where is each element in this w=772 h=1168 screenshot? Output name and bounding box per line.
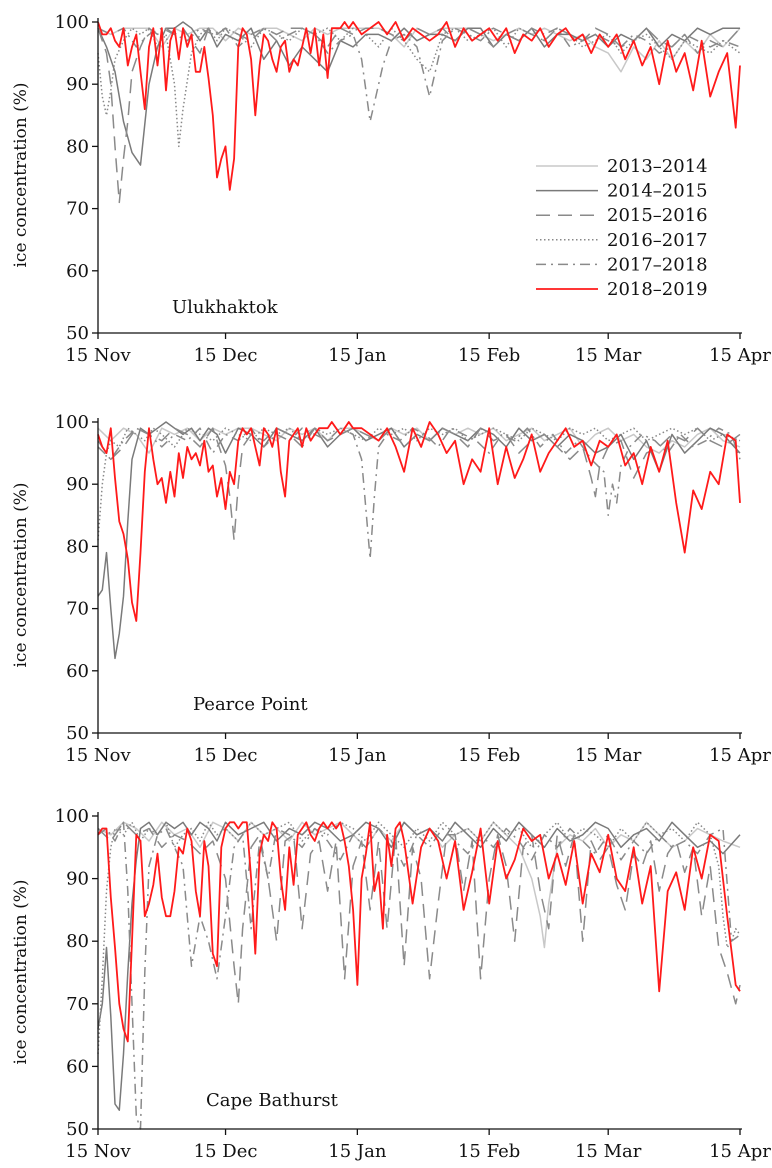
y-tick-label: 60 [66, 661, 89, 682]
series-line-2018-2019 [97, 821, 741, 1043]
y-axis-label: ice concentration (%) [11, 482, 31, 667]
axes: 50 60 70 80 90 100 15 Nov 15 Dec 15 Jan 15 Feb 15 … [55, 806, 772, 1162]
panel-label: Cape Bathurst [206, 1090, 339, 1111]
legend-label-2013-2014: 2013–2014 [607, 156, 708, 177]
y-tick-label: 60 [66, 261, 89, 282]
series-line-2015-2016 [97, 821, 741, 1005]
series-line-2017-2018 [97, 427, 741, 560]
y-tick-label: 80 [66, 931, 89, 952]
panel-label: Ulukhaktok [172, 297, 279, 318]
x-tick-label: 15 Mar [575, 345, 642, 366]
x-tick-label: 15 Feb [458, 1141, 520, 1162]
y-tick-label: 50 [66, 1119, 89, 1140]
legend-label-2017-2018: 2017–2018 [607, 254, 708, 275]
series-layer [97, 421, 741, 660]
x-tick-label: 15 Apr [709, 1141, 771, 1162]
x-tick-label: 15 Apr [709, 345, 771, 366]
x-tick-label: 15 Feb [458, 745, 520, 766]
y-tick-label: 70 [66, 199, 89, 220]
series-line-2016-2017 [97, 27, 741, 148]
y-tick-label: 80 [66, 536, 89, 557]
series-line-2013-2014 [97, 821, 741, 949]
series-line-2017-2018 [97, 27, 741, 123]
legend-label-2015-2016: 2015–2016 [607, 205, 708, 226]
y-tick-label: 60 [66, 1056, 89, 1077]
series-line-2013-2014 [97, 27, 741, 73]
panel-pearce-point: 50 60 70 80 90 100 15 Nov 15 Dec 15 Jan 15 Feb 15 … [11, 412, 771, 766]
x-tick-label: 15 Apr [709, 745, 771, 766]
x-tick-label: 15 Feb [458, 345, 520, 366]
y-tick-label: 80 [66, 136, 89, 157]
x-tick-label: 15 Dec [194, 1141, 258, 1162]
legend: 2013–2014 2014–2015 2015–2016 2016–2017 2017… [536, 156, 708, 300]
axes: 50 60 70 80 90 100 15 Nov 15 Dec 15 Jan 15 Feb 15 … [55, 12, 772, 366]
panel-ulukhaktok: 50 60 70 80 90 100 15 Nov 15 Dec 15 Jan 15 Feb 15 … [11, 12, 771, 366]
y-tick-label: 100 [55, 412, 89, 433]
x-tick-label: 15 Jan [328, 345, 387, 366]
legend-label-2014-2015: 2014–2015 [607, 181, 708, 202]
x-tick-label: 15 Mar [575, 1141, 642, 1162]
x-tick-label: 15 Nov [65, 745, 131, 766]
axes: 50 60 70 80 90 100 15 Nov 15 Dec 15 Jan 15 Feb 15 … [55, 412, 772, 766]
series-line-2018-2019 [97, 21, 741, 191]
y-tick-label: 100 [55, 806, 89, 827]
y-tick-label: 100 [55, 12, 89, 33]
x-tick-label: 15 Jan [328, 1141, 387, 1162]
x-tick-label: 15 Mar [575, 745, 642, 766]
series-layer [97, 821, 741, 1130]
panel-label: Pearce Point [193, 694, 308, 715]
y-tick-label: 90 [66, 474, 89, 495]
series-line-2016-2017 [97, 427, 741, 541]
series-line-2014-2015 [97, 21, 740, 166]
series-layer [97, 21, 741, 204]
legend-label-2016-2017: 2016–2017 [607, 230, 708, 251]
legend-label-2018-2019: 2018–2019 [607, 279, 708, 300]
x-tick-label: 15 Jan [328, 745, 387, 766]
y-axis-label: ice concentration (%) [11, 82, 31, 267]
y-tick-label: 50 [66, 323, 89, 344]
y-axis-label: ice concentration (%) [11, 879, 31, 1064]
x-tick-label: 15 Dec [194, 345, 258, 366]
x-tick-label: 15 Dec [194, 745, 258, 766]
series-line-2018-2019 [97, 421, 741, 622]
y-tick-label: 90 [66, 74, 89, 95]
y-tick-label: 70 [66, 599, 89, 620]
x-tick-label: 15 Nov [65, 1141, 131, 1162]
y-tick-label: 90 [66, 869, 89, 890]
y-tick-label: 70 [66, 994, 89, 1015]
panel-cape-bathurst: 50 60 70 80 90 100 15 Nov 15 Dec 15 Jan 15 Feb 15 … [11, 806, 771, 1162]
y-tick-label: 50 [66, 723, 89, 744]
x-tick-label: 15 Nov [65, 345, 131, 366]
series-line-2013-2014 [97, 427, 741, 454]
